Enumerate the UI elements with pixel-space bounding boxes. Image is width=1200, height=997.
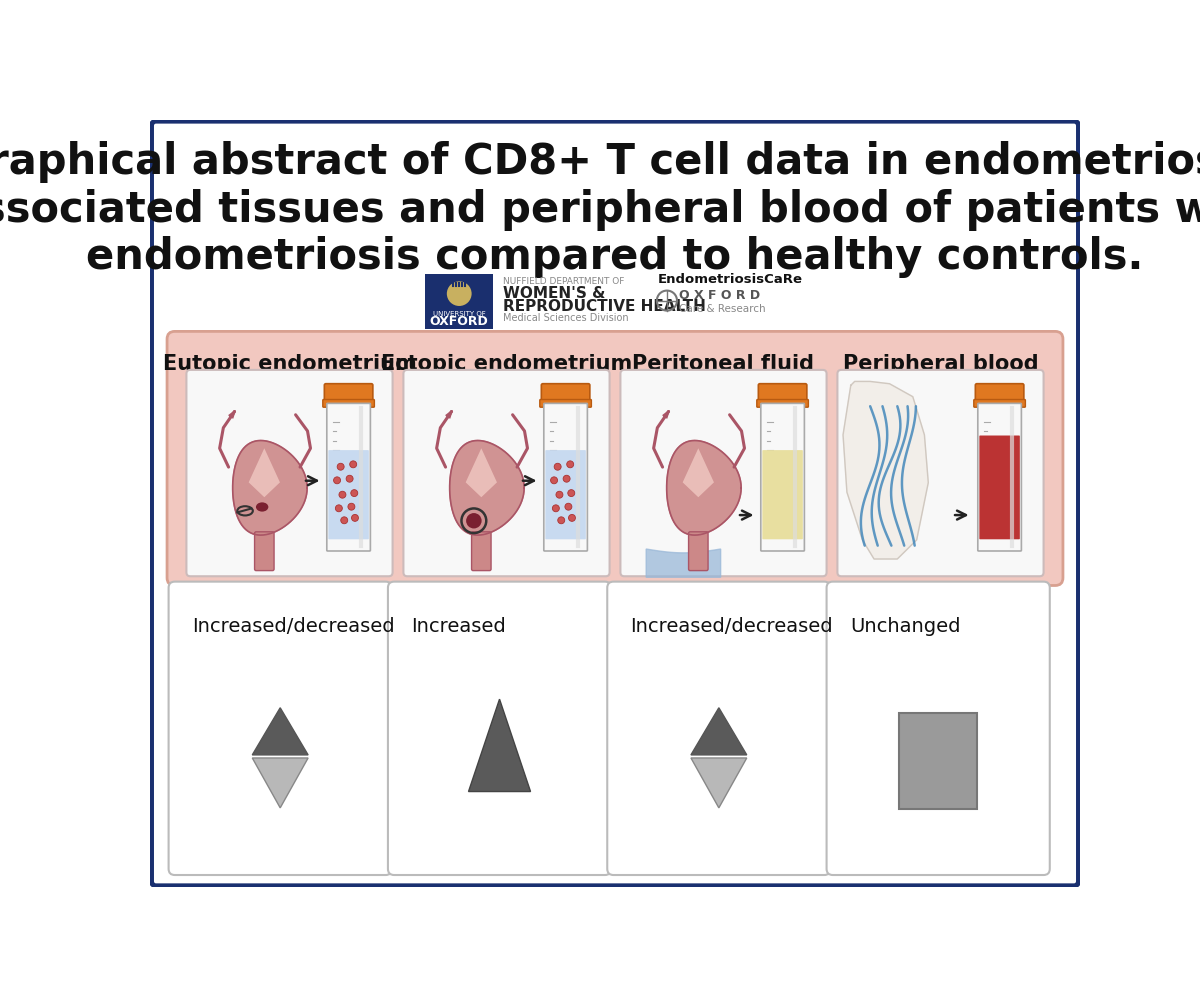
FancyBboxPatch shape xyxy=(326,404,371,551)
Text: REPRODUCTIVE HEALTH: REPRODUCTIVE HEALTH xyxy=(503,299,706,314)
FancyBboxPatch shape xyxy=(544,404,587,551)
Polygon shape xyxy=(683,449,714,498)
FancyBboxPatch shape xyxy=(978,404,1021,551)
FancyBboxPatch shape xyxy=(979,436,1020,539)
Text: Eutopic endometrium: Eutopic endometrium xyxy=(163,354,416,374)
Polygon shape xyxy=(646,549,721,577)
FancyBboxPatch shape xyxy=(976,384,1024,406)
Circle shape xyxy=(348,503,355,510)
Circle shape xyxy=(346,476,353,483)
Polygon shape xyxy=(252,708,308,755)
Circle shape xyxy=(337,464,344,471)
Polygon shape xyxy=(252,758,308,808)
Circle shape xyxy=(552,504,559,511)
Circle shape xyxy=(569,514,576,521)
FancyBboxPatch shape xyxy=(758,384,806,406)
Polygon shape xyxy=(691,758,746,808)
Text: Peripheral blood: Peripheral blood xyxy=(842,354,1038,374)
Circle shape xyxy=(556,492,563,498)
Text: endometriosis compared to healthy controls.: endometriosis compared to healthy contro… xyxy=(86,236,1144,278)
FancyBboxPatch shape xyxy=(472,531,491,570)
Text: Care & Research: Care & Research xyxy=(679,304,766,314)
Polygon shape xyxy=(844,382,929,559)
Text: WOMEN'S &: WOMEN'S & xyxy=(503,286,605,301)
Text: Unchanged: Unchanged xyxy=(850,617,960,636)
FancyBboxPatch shape xyxy=(689,531,708,570)
FancyBboxPatch shape xyxy=(620,370,827,576)
Circle shape xyxy=(446,281,472,306)
Circle shape xyxy=(334,477,341,484)
Circle shape xyxy=(554,464,562,471)
FancyBboxPatch shape xyxy=(757,400,809,407)
Text: UNIVERSITY OF: UNIVERSITY OF xyxy=(433,311,486,317)
Circle shape xyxy=(335,504,342,511)
FancyBboxPatch shape xyxy=(186,370,392,576)
Text: OXFORD: OXFORD xyxy=(430,315,488,328)
Polygon shape xyxy=(466,449,497,498)
FancyBboxPatch shape xyxy=(607,581,830,875)
FancyBboxPatch shape xyxy=(545,450,586,539)
FancyBboxPatch shape xyxy=(403,370,610,576)
Text: Medical Sciences Division: Medical Sciences Division xyxy=(503,313,629,323)
Polygon shape xyxy=(691,708,746,755)
Text: O X F O R D: O X F O R D xyxy=(679,289,761,302)
Circle shape xyxy=(341,516,348,523)
FancyBboxPatch shape xyxy=(973,400,1025,407)
FancyBboxPatch shape xyxy=(540,400,592,407)
Circle shape xyxy=(563,476,570,483)
FancyBboxPatch shape xyxy=(329,450,368,539)
FancyBboxPatch shape xyxy=(323,400,374,407)
FancyBboxPatch shape xyxy=(761,404,804,551)
Circle shape xyxy=(566,461,574,468)
Polygon shape xyxy=(667,441,742,535)
Text: Peritoneal fluid: Peritoneal fluid xyxy=(632,354,815,374)
FancyBboxPatch shape xyxy=(324,384,373,406)
Polygon shape xyxy=(248,449,280,498)
Circle shape xyxy=(352,514,359,521)
Text: NUFFIELD DEPARTMENT OF: NUFFIELD DEPARTMENT OF xyxy=(503,277,624,286)
FancyBboxPatch shape xyxy=(167,331,1063,585)
Circle shape xyxy=(568,490,575,497)
Polygon shape xyxy=(450,441,524,535)
FancyBboxPatch shape xyxy=(151,122,1079,885)
Circle shape xyxy=(349,461,356,468)
FancyBboxPatch shape xyxy=(168,581,391,875)
Polygon shape xyxy=(233,441,307,535)
Text: associated tissues and peripheral blood of patients with: associated tissues and peripheral blood … xyxy=(0,188,1200,230)
Circle shape xyxy=(338,492,346,498)
Circle shape xyxy=(558,516,565,523)
Circle shape xyxy=(551,477,558,484)
Text: EndometriosisCaRe: EndometriosisCaRe xyxy=(658,273,803,286)
Circle shape xyxy=(350,490,358,497)
Circle shape xyxy=(466,513,481,528)
FancyBboxPatch shape xyxy=(762,450,803,539)
Ellipse shape xyxy=(256,502,269,511)
Text: Ectopic endometrium: Ectopic endometrium xyxy=(380,354,632,374)
FancyBboxPatch shape xyxy=(388,581,611,875)
Text: Increased/decreased: Increased/decreased xyxy=(630,617,833,636)
FancyBboxPatch shape xyxy=(254,531,274,570)
FancyBboxPatch shape xyxy=(541,384,590,406)
FancyBboxPatch shape xyxy=(838,370,1044,576)
Text: Graphical abstract of CD8+ T cell data in endometriosis-: Graphical abstract of CD8+ T cell data i… xyxy=(0,141,1200,183)
Circle shape xyxy=(565,503,572,510)
FancyBboxPatch shape xyxy=(425,273,493,329)
FancyBboxPatch shape xyxy=(827,581,1050,875)
Text: Increased: Increased xyxy=(412,617,506,636)
Text: Increased/decreased: Increased/decreased xyxy=(192,617,395,636)
Polygon shape xyxy=(468,699,530,792)
FancyBboxPatch shape xyxy=(900,713,977,810)
